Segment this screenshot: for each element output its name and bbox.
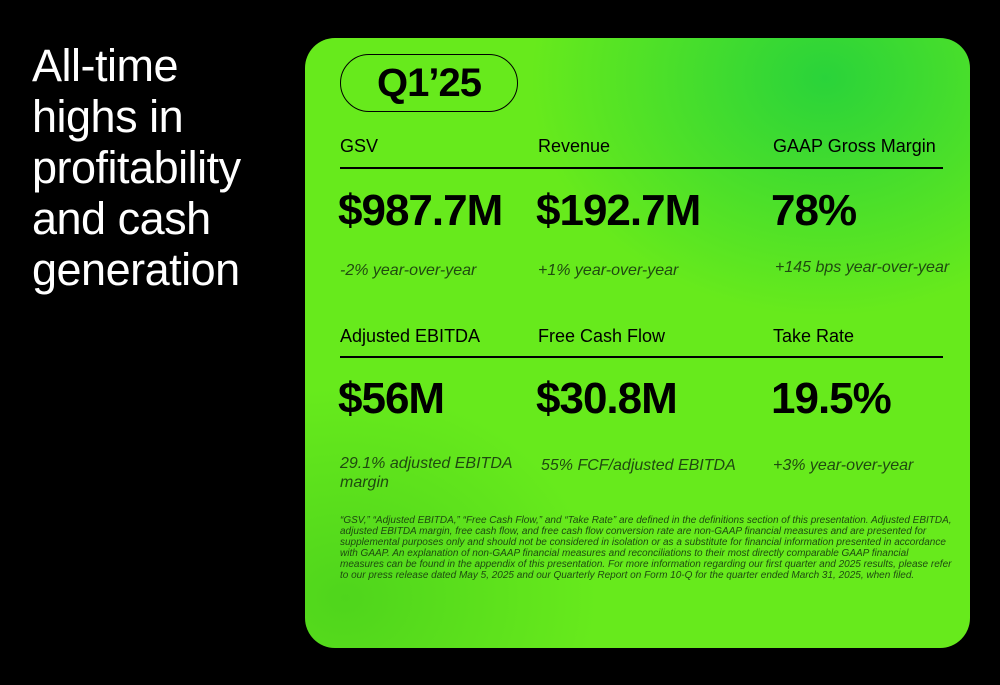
divider-row-1 [340,167,943,169]
metrics-card: Q1’25 GSV Revenue GAAP Gross Margin $987… [305,38,970,648]
metric-sub-gross-margin: +145 bps year-over-year [775,259,950,276]
metric-label-revenue: Revenue [538,136,611,156]
quarter-badge: Q1’25 [340,54,518,112]
metric-sub-revenue: +1% year-over-year [538,262,679,279]
metric-value-revenue: $192.7M [536,186,701,235]
metric-label-adjusted-ebitda: Adjusted EBITDA [340,326,481,346]
footnote: “GSV,” “Adjusted EBITDA,” “Free Cash Flo… [340,515,952,581]
headline: All-time highs in profitability and cash… [32,40,241,295]
metric-value-adjusted-ebitda: $56M [338,374,445,423]
metric-sub-take-rate: +3% year-over-year [773,457,914,474]
metric-label-gsv: GSV [340,136,379,156]
metric-value-free-cash-flow: $30.8M [536,374,678,423]
metric-sub-gsv: -2% year-over-year [340,262,477,279]
metric-value-gsv: $987.7M [338,186,503,235]
metric-value-take-rate: 19.5% [771,374,892,423]
metric-sub-adjusted-ebitda: 29.1% adjusted EBITDA margin [340,455,512,491]
metric-label-gross-margin: GAAP Gross Margin [773,136,936,156]
metric-sub-free-cash-flow: 55% FCF/adjusted EBITDA [541,457,736,474]
metric-label-free-cash-flow: Free Cash Flow [538,326,666,346]
metric-value-gross-margin: 78% [771,186,857,235]
metric-label-take-rate: Take Rate [773,326,855,346]
divider-row-2 [340,356,943,358]
